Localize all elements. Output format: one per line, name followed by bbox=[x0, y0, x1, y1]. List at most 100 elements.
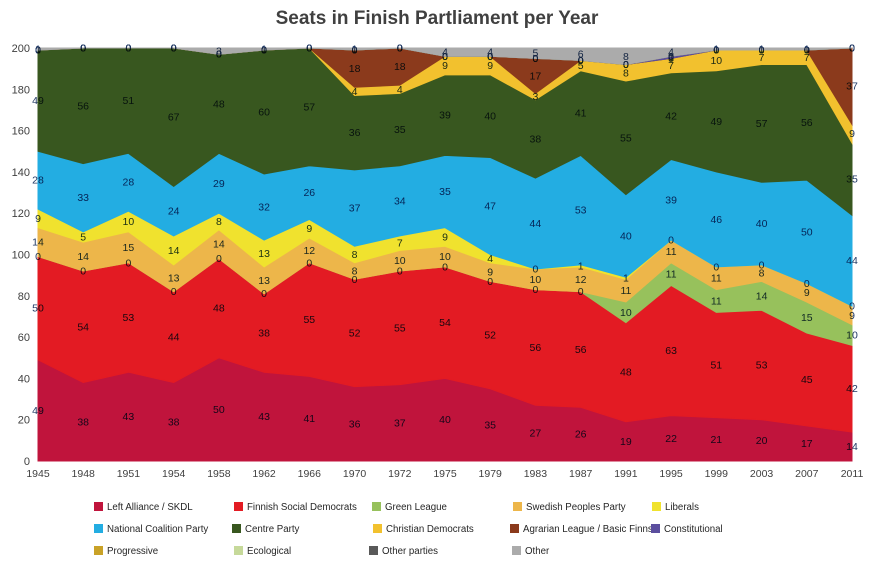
svg-text:2011: 2011 bbox=[841, 468, 864, 480]
svg-text:67: 67 bbox=[168, 112, 180, 124]
svg-text:9: 9 bbox=[35, 213, 41, 225]
svg-text:2007: 2007 bbox=[795, 468, 819, 480]
svg-text:10: 10 bbox=[620, 307, 632, 319]
svg-text:46: 46 bbox=[710, 214, 722, 226]
svg-text:8: 8 bbox=[352, 266, 358, 278]
svg-text:0: 0 bbox=[578, 286, 584, 298]
svg-text:40: 40 bbox=[18, 373, 30, 385]
svg-text:10: 10 bbox=[846, 330, 858, 342]
svg-text:0: 0 bbox=[261, 288, 267, 300]
svg-text:9: 9 bbox=[487, 267, 493, 279]
svg-text:1958: 1958 bbox=[207, 468, 231, 480]
svg-text:7: 7 bbox=[397, 238, 403, 250]
svg-text:51: 51 bbox=[710, 360, 722, 372]
svg-text:1: 1 bbox=[352, 44, 358, 56]
svg-text:4: 4 bbox=[397, 84, 403, 96]
svg-text:4: 4 bbox=[352, 86, 358, 98]
svg-text:0: 0 bbox=[24, 456, 30, 468]
svg-text:54: 54 bbox=[77, 321, 89, 333]
svg-text:18: 18 bbox=[394, 61, 406, 73]
svg-text:1: 1 bbox=[35, 44, 41, 56]
svg-text:8: 8 bbox=[216, 216, 222, 228]
svg-text:20: 20 bbox=[756, 435, 768, 447]
svg-text:140: 140 bbox=[12, 167, 30, 179]
svg-text:10: 10 bbox=[710, 55, 722, 67]
svg-text:35: 35 bbox=[439, 186, 451, 198]
svg-text:1: 1 bbox=[713, 44, 719, 56]
svg-text:49: 49 bbox=[32, 95, 44, 107]
svg-text:39: 39 bbox=[439, 110, 451, 122]
svg-text:48: 48 bbox=[620, 367, 632, 379]
svg-text:12: 12 bbox=[575, 274, 587, 286]
svg-text:56: 56 bbox=[801, 117, 813, 129]
svg-text:14: 14 bbox=[213, 239, 225, 251]
svg-text:55: 55 bbox=[394, 322, 406, 334]
svg-text:13: 13 bbox=[258, 248, 270, 260]
svg-text:28: 28 bbox=[123, 177, 135, 189]
svg-text:0: 0 bbox=[532, 284, 538, 296]
svg-text:13: 13 bbox=[168, 273, 180, 285]
svg-text:0: 0 bbox=[397, 266, 403, 278]
svg-text:9: 9 bbox=[306, 223, 312, 235]
svg-text:1975: 1975 bbox=[433, 468, 457, 480]
svg-text:40: 40 bbox=[484, 111, 496, 123]
svg-text:6: 6 bbox=[578, 49, 584, 61]
svg-text:20: 20 bbox=[18, 415, 30, 427]
svg-text:8: 8 bbox=[623, 51, 629, 63]
svg-text:51: 51 bbox=[123, 95, 135, 107]
svg-text:0: 0 bbox=[759, 259, 765, 271]
svg-text:0: 0 bbox=[849, 43, 855, 55]
svg-text:1945: 1945 bbox=[26, 468, 50, 480]
svg-text:14: 14 bbox=[168, 245, 180, 257]
svg-text:39: 39 bbox=[665, 194, 677, 206]
svg-text:27: 27 bbox=[530, 428, 542, 440]
svg-text:1987: 1987 bbox=[569, 468, 593, 480]
svg-text:1: 1 bbox=[804, 44, 810, 56]
svg-text:43: 43 bbox=[123, 411, 135, 423]
svg-text:14: 14 bbox=[756, 290, 768, 302]
svg-text:1972: 1972 bbox=[388, 468, 412, 480]
svg-text:11: 11 bbox=[666, 269, 677, 281]
svg-text:14: 14 bbox=[77, 251, 89, 263]
svg-text:38: 38 bbox=[77, 416, 89, 428]
svg-text:42: 42 bbox=[665, 111, 677, 123]
svg-text:44: 44 bbox=[168, 332, 180, 344]
svg-text:49: 49 bbox=[32, 405, 44, 417]
svg-text:38: 38 bbox=[168, 416, 180, 428]
svg-text:17: 17 bbox=[530, 70, 542, 82]
svg-text:0: 0 bbox=[397, 43, 403, 55]
svg-text:11: 11 bbox=[711, 296, 722, 308]
svg-text:120: 120 bbox=[12, 208, 30, 220]
svg-text:40: 40 bbox=[620, 230, 632, 242]
svg-text:80: 80 bbox=[18, 291, 30, 303]
svg-text:42: 42 bbox=[846, 383, 858, 395]
svg-text:47: 47 bbox=[484, 201, 496, 213]
svg-text:35: 35 bbox=[484, 419, 496, 431]
svg-text:53: 53 bbox=[123, 312, 135, 324]
svg-text:4: 4 bbox=[487, 253, 493, 265]
svg-text:10: 10 bbox=[123, 216, 135, 228]
svg-text:0: 0 bbox=[125, 257, 131, 269]
svg-text:17: 17 bbox=[801, 438, 813, 450]
svg-text:38: 38 bbox=[258, 328, 270, 340]
svg-text:53: 53 bbox=[756, 360, 768, 372]
svg-text:57: 57 bbox=[303, 101, 315, 113]
svg-text:1979: 1979 bbox=[479, 468, 503, 480]
svg-text:41: 41 bbox=[303, 413, 315, 425]
svg-text:50: 50 bbox=[32, 303, 44, 315]
svg-text:63: 63 bbox=[665, 345, 677, 357]
svg-text:50: 50 bbox=[801, 226, 813, 238]
svg-text:100: 100 bbox=[12, 250, 30, 262]
svg-text:18: 18 bbox=[349, 63, 361, 75]
svg-text:55: 55 bbox=[303, 314, 315, 326]
svg-text:57: 57 bbox=[756, 118, 768, 130]
svg-text:53: 53 bbox=[575, 205, 587, 217]
svg-text:9: 9 bbox=[849, 128, 855, 140]
svg-text:48: 48 bbox=[213, 98, 225, 110]
svg-text:44: 44 bbox=[846, 255, 858, 267]
svg-text:10: 10 bbox=[530, 274, 542, 286]
svg-text:24: 24 bbox=[168, 206, 180, 218]
svg-text:0: 0 bbox=[80, 266, 86, 278]
svg-text:34: 34 bbox=[394, 195, 406, 207]
svg-text:0: 0 bbox=[804, 278, 810, 290]
